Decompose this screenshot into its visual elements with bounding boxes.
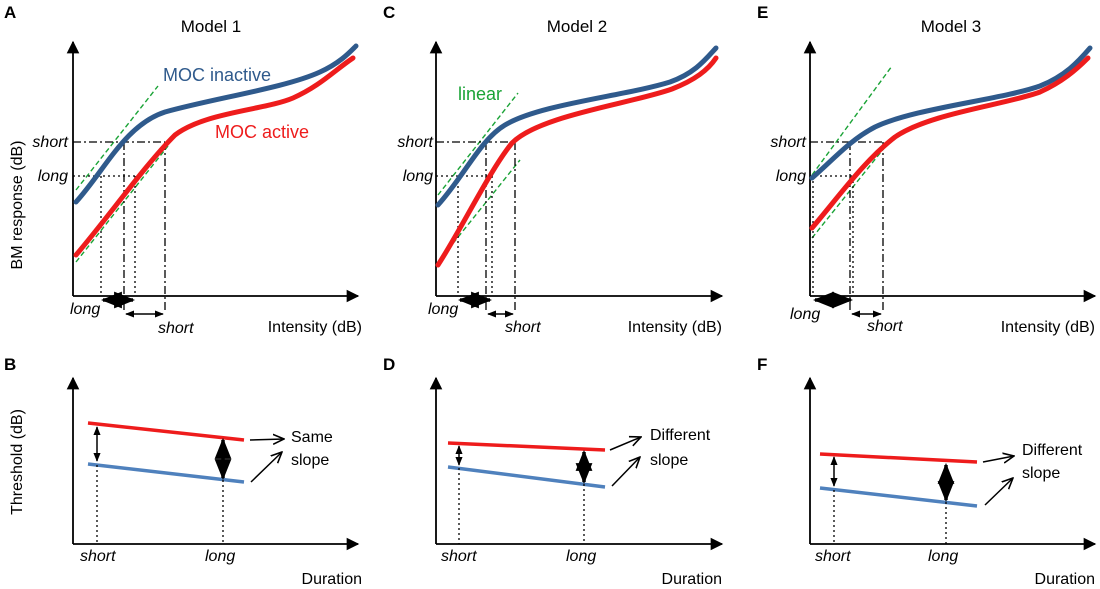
- moc-active-curve: [809, 55, 1091, 231]
- linear-line-lower: [437, 159, 521, 263]
- moc-inactive-curve: [73, 43, 359, 205]
- different-label: Different: [1022, 442, 1083, 459]
- slope-arrow-upper: [249, 439, 284, 440]
- linear-line-lower: [75, 145, 169, 263]
- different-label: Different: [650, 427, 711, 444]
- x-axis-label-duration: Duration: [302, 571, 362, 588]
- y-axis-label-bm-response: BM response (dB): [9, 141, 26, 270]
- panel-letter-d: D: [383, 355, 395, 374]
- short-y-label: short: [770, 134, 806, 151]
- slope-arrow-lower: [250, 452, 282, 483]
- moc-active-curve: [73, 55, 356, 258]
- threshold-moc-active: [447, 441, 606, 452]
- x-axis-label-duration: Duration: [662, 571, 722, 588]
- slope-arrow-upper: [609, 437, 641, 451]
- slope-arrow-lower: [611, 457, 640, 487]
- panel-f: F Duration Different slope short long: [757, 355, 1097, 588]
- panel-title-model-1: Model 1: [181, 17, 241, 36]
- linear-label: linear: [458, 84, 502, 104]
- panel-letter-c: C: [383, 3, 395, 22]
- threshold-moc-inactive: [87, 462, 245, 484]
- short-y-label: short: [32, 134, 68, 151]
- short-x-label: short: [441, 548, 477, 565]
- short-x-label: short: [158, 320, 194, 337]
- slope-label: slope: [650, 452, 688, 469]
- panel-d: D Duration Different slope short long: [383, 355, 724, 588]
- slope-label: slope: [1022, 465, 1060, 482]
- x-axis-label-duration: Duration: [1035, 571, 1095, 588]
- panel-letter-e: E: [757, 3, 768, 22]
- linear-line-upper: [75, 85, 159, 191]
- linear-line-upper: [437, 92, 519, 196]
- moc-active-curve: [435, 55, 719, 268]
- same-label: Same: [291, 429, 333, 446]
- moc-inactive-curve: [435, 45, 719, 208]
- panel-title-model-3: Model 3: [921, 17, 981, 36]
- short-x-label: short: [80, 548, 116, 565]
- long-y-label: long: [776, 168, 806, 185]
- threshold-moc-inactive: [447, 465, 606, 489]
- short-x-label: short: [815, 548, 851, 565]
- panel-c: C Model 2 Intensity (dB) short long long…: [383, 3, 724, 336]
- moc-inactive-curve: [809, 45, 1093, 181]
- moc-active-label: MOC active: [215, 122, 309, 142]
- threshold-moc-active: [819, 452, 978, 464]
- slope-arrow-upper: [982, 456, 1014, 462]
- short-x-label: short: [505, 319, 541, 336]
- x-axis-label-intensity: Intensity (dB): [268, 319, 362, 336]
- panel-letter-b: B: [4, 355, 16, 374]
- panel-a: A Model 1 BM response (dB) Intensity (dB…: [4, 3, 362, 337]
- panel-letter-f: F: [757, 355, 767, 374]
- long-x-label: long: [790, 306, 820, 323]
- x-axis-label-intensity: Intensity (dB): [628, 319, 722, 336]
- long-x-label: long: [428, 301, 458, 318]
- threshold-moc-active: [87, 421, 245, 442]
- long-x-label: long: [928, 548, 958, 565]
- panel-e: E Model 3 Intensity (dB) short long long…: [757, 3, 1097, 336]
- long-x-label: long: [70, 301, 100, 318]
- short-y-label: short: [397, 134, 433, 151]
- panel-b: B Threshold (dB) Duration Same slope sho…: [4, 355, 362, 588]
- linear-line-upper: [811, 65, 893, 176]
- slope-label: slope: [291, 452, 329, 469]
- moc-inactive-label: MOC inactive: [163, 65, 271, 85]
- long-y-label: long: [403, 168, 433, 185]
- x-axis-label-intensity: Intensity (dB): [1001, 319, 1095, 336]
- long-x-label: long: [205, 548, 235, 565]
- panel-title-model-2: Model 2: [547, 17, 607, 36]
- slope-arrow-lower: [984, 478, 1013, 506]
- short-x-label: short: [867, 318, 903, 335]
- long-x-label: long: [566, 548, 596, 565]
- y-axis-label-threshold: Threshold (dB): [9, 409, 26, 515]
- long-y-label: long: [38, 168, 68, 185]
- threshold-moc-inactive: [819, 486, 978, 508]
- panel-letter-a: A: [4, 3, 16, 22]
